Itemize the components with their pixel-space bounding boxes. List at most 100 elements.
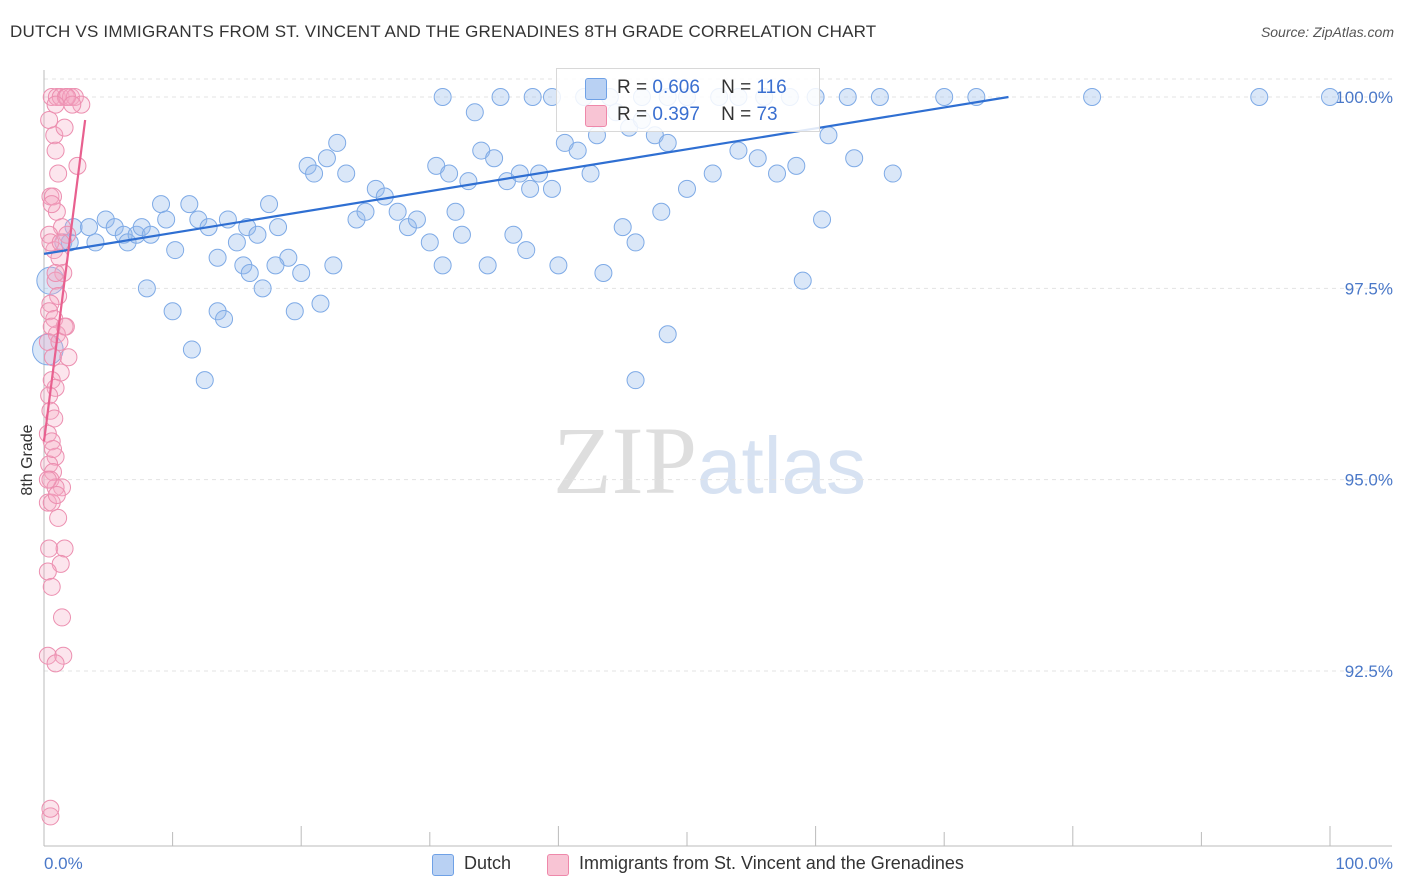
- dutch-point: [594, 264, 613, 283]
- dutch-point: [398, 218, 417, 237]
- dutch-point: [446, 202, 465, 221]
- dutch-point: [568, 141, 587, 160]
- dutch-point: [549, 256, 568, 275]
- svg-point: [40, 539, 59, 558]
- dutch-point: [166, 241, 185, 260]
- dutch-point: [542, 179, 561, 198]
- dutch-point: [105, 218, 124, 237]
- svg-point: [42, 432, 61, 451]
- dutch-point: [819, 126, 838, 145]
- svg-point: [46, 654, 65, 673]
- svg-point: [47, 88, 66, 106]
- dutch-point: [491, 88, 510, 106]
- bottom-legend-label-svg: Immigrants from St. Vincent and the Gren…: [579, 853, 964, 873]
- dutch-point: [182, 340, 201, 359]
- dutch-point: [215, 309, 234, 328]
- dutch-point: [658, 325, 677, 344]
- dutch-point: [787, 156, 806, 175]
- source-note: Source: ZipAtlas.com: [1260, 24, 1394, 40]
- dutch-point: [521, 179, 540, 198]
- legend-r-value-svg: 0.397: [652, 104, 700, 125]
- svg-point: [44, 440, 63, 459]
- legend-r-value-dutch: 0.606: [652, 77, 700, 98]
- svg-point: [46, 264, 65, 283]
- legend-n-label: N =: [721, 77, 752, 98]
- dutch-point: [180, 195, 199, 214]
- dutch-point: [195, 371, 214, 390]
- dutch-point: [523, 88, 542, 106]
- dutch-point: [266, 256, 285, 275]
- dutch-point: [356, 202, 375, 221]
- y-tick-label: 100.0%: [1335, 88, 1393, 107]
- dutch-point: [883, 164, 902, 183]
- dutch-point: [1321, 88, 1339, 106]
- legend-n-value-svg: 73: [756, 104, 778, 125]
- dutch-point: [433, 88, 452, 106]
- svg-point: [42, 317, 61, 336]
- bottom-legend-label-dutch: Dutch: [464, 853, 512, 873]
- svg-point: [62, 88, 81, 106]
- dutch-point: [366, 179, 385, 198]
- dutch-point: [510, 164, 529, 183]
- y-tick-label: 92.5%: [1345, 662, 1393, 681]
- svg-point: [50, 332, 69, 351]
- svg-point: [54, 264, 73, 283]
- svg-point: [46, 95, 65, 114]
- svg-point: [53, 608, 72, 627]
- svg-point: [38, 470, 57, 489]
- dutch-point: [845, 149, 864, 168]
- legend-r-label: R =: [617, 104, 648, 125]
- legend-n-label: N =: [721, 104, 752, 125]
- dutch-point: [305, 164, 324, 183]
- svg-point: [41, 294, 60, 313]
- svg-point: [63, 95, 82, 114]
- dutch-point: [658, 133, 677, 152]
- dutch-point: [729, 141, 748, 160]
- legend-n-value-dutch: 116: [756, 77, 787, 98]
- svg-point: [42, 577, 61, 596]
- svg-point: [41, 233, 60, 252]
- dutch-point: [208, 248, 227, 267]
- dutch-point: [238, 218, 257, 237]
- dutch-point: [337, 164, 356, 183]
- svg-point: [38, 562, 57, 581]
- dutch-point: [317, 149, 336, 168]
- dutch-point: [298, 156, 317, 175]
- dutch-point: [234, 256, 253, 275]
- dutch-point: [613, 218, 632, 237]
- dutch-point: [285, 302, 304, 321]
- dutch-point: [324, 256, 343, 275]
- dutch-point: [80, 218, 99, 237]
- svg-point: [45, 126, 64, 145]
- watermark: ZIPatlas: [553, 405, 866, 516]
- stats-legend: R = 0.606 N = 116 R = 0.397 N = 73: [556, 68, 820, 132]
- dutch-point: [678, 179, 696, 198]
- dutch-point: [132, 218, 151, 237]
- svg-point: [51, 233, 70, 252]
- svg-point: [54, 646, 73, 665]
- dutch-point: [768, 164, 787, 183]
- dutch-point: [626, 371, 645, 390]
- svg-point: [59, 348, 78, 367]
- dutch-point: [96, 210, 115, 229]
- dutch-point: [581, 164, 600, 183]
- svg-point: [41, 799, 60, 818]
- dutch-point: [292, 264, 311, 283]
- dutch-point: [163, 302, 182, 321]
- dutch-point: [260, 195, 279, 214]
- svg-point: [46, 478, 65, 497]
- y-tick-label: 95.0%: [1345, 471, 1393, 490]
- dutch-point: [328, 133, 347, 152]
- chart-title: DUTCH VS IMMIGRANTS FROM ST. VINCENT AND…: [10, 22, 877, 41]
- dutch-point: [465, 103, 484, 122]
- dutch-point: [227, 233, 246, 252]
- dutch-point: [86, 233, 105, 252]
- dutch-point: [485, 149, 504, 168]
- dutch-point: [626, 233, 645, 252]
- svg-point: [41, 807, 60, 826]
- dutch-point: [459, 172, 478, 191]
- dutch-point: [813, 210, 832, 229]
- dutch-point: [440, 164, 459, 183]
- x-tick-label: 100.0%: [1335, 854, 1393, 873]
